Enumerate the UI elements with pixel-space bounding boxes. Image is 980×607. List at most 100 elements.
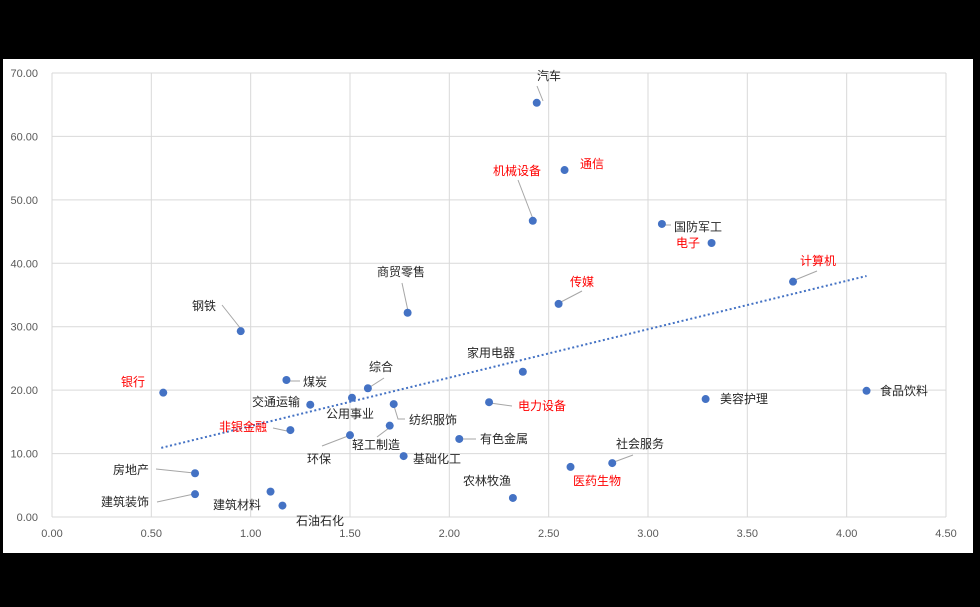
- y-tick-label: 0.00: [17, 512, 38, 524]
- data-point: [554, 299, 563, 308]
- data-point: [191, 490, 200, 499]
- x-tick-label: 0.00: [41, 528, 62, 540]
- data-label: 非银金融: [219, 419, 267, 434]
- data-point: [707, 238, 716, 247]
- x-tick-label: 3.00: [637, 528, 658, 540]
- data-label: 基础化工: [413, 452, 461, 466]
- data-label: 公用事业: [326, 407, 374, 421]
- leader-line: [401, 282, 409, 312]
- data-label: 煤炭: [303, 375, 327, 389]
- x-axis-ticks: 0.00 0.50 1.00 1.50 2.00 2.50 3.00 3.50 4.00 4.50: [41, 528, 956, 540]
- x-tick-label: 2.50: [538, 528, 559, 540]
- data-label: 钢铁: [192, 299, 216, 313]
- data-point: [286, 426, 295, 435]
- data-point: [508, 493, 517, 502]
- data-point: [266, 487, 275, 496]
- data-label: 环保: [307, 452, 331, 466]
- data-point: [657, 219, 666, 228]
- data-label: 美容护理: [720, 391, 768, 406]
- data-point: [385, 421, 394, 430]
- leader-lines: [155, 85, 818, 503]
- leader-line: [155, 468, 195, 474]
- data-point: [159, 388, 168, 397]
- leader-line: [613, 454, 634, 463]
- data-label: 纺织服饰: [409, 413, 457, 427]
- data-label: 医药生物: [573, 474, 621, 488]
- data-point: [346, 431, 354, 440]
- data-label: 国防军工: [674, 219, 722, 234]
- linear-trendline: [161, 274, 867, 449]
- data-point: [306, 400, 315, 409]
- leader-line: [272, 427, 288, 432]
- y-tick-label: 60.00: [10, 131, 38, 143]
- data-label: 综合: [369, 359, 393, 374]
- data-point: [278, 501, 287, 510]
- data-label: 食品饮料: [880, 383, 928, 398]
- y-tick-label: 10.00: [10, 449, 38, 461]
- x-tick-label: 0.50: [141, 528, 162, 540]
- data-point: [363, 384, 372, 393]
- x-tick-label: 4.00: [836, 528, 857, 540]
- data-point: [236, 327, 245, 336]
- x-tick-label: 3.50: [737, 528, 758, 540]
- data-point: [789, 277, 798, 286]
- data-point: [532, 98, 541, 107]
- x-tick-label: 2.00: [439, 528, 460, 540]
- data-label: 轻工制造: [352, 438, 400, 452]
- x-tick-label: 1.50: [339, 528, 360, 540]
- y-tick-label: 70.00: [10, 68, 38, 80]
- data-label: 银行: [121, 375, 145, 389]
- data-label: 商贸零售: [377, 264, 425, 279]
- data-point: [528, 216, 537, 225]
- data-label: 有色金属: [480, 431, 528, 446]
- data-label: 通信: [580, 157, 604, 171]
- data-point: [518, 367, 527, 376]
- data-point: [389, 400, 398, 409]
- leader-line: [393, 405, 405, 420]
- data-point: [191, 469, 200, 478]
- leader-line: [156, 493, 195, 503]
- data-point: [282, 375, 291, 384]
- leader-line: [376, 427, 390, 438]
- leader-line: [321, 435, 349, 447]
- data-label: 建筑材料: [213, 497, 261, 512]
- y-tick-label: 50.00: [10, 195, 38, 207]
- data-point: [485, 398, 494, 407]
- data-label: 机械设备: [493, 163, 541, 178]
- x-tick-label: 1.00: [240, 528, 261, 540]
- data-label: 建筑装饰: [101, 494, 149, 509]
- leader-line: [794, 270, 818, 281]
- data-points: [159, 98, 871, 510]
- data-label: 汽车: [537, 68, 561, 83]
- data-label: 家用电器: [467, 345, 515, 360]
- data-label: 电子: [676, 236, 700, 250]
- data-label: 传媒: [570, 274, 594, 289]
- data-point: [403, 308, 412, 317]
- data-label: 交通运输: [252, 394, 300, 409]
- y-axis-ticks: 0.00 10.00 20.00 30.00 40.00 50.00 60.00 70.00: [10, 68, 38, 524]
- leader-line: [536, 85, 544, 102]
- data-point: [399, 452, 408, 461]
- chart-panel: [3, 59, 973, 553]
- data-point: [608, 459, 617, 468]
- leader-line: [558, 290, 583, 304]
- data-label: 社会服务: [616, 436, 664, 451]
- y-tick-label: 20.00: [10, 385, 38, 397]
- y-tick-label: 30.00: [10, 322, 38, 334]
- data-point: [701, 395, 710, 404]
- leader-line: [221, 304, 242, 330]
- data-point: [862, 386, 871, 395]
- data-label: 石油石化: [296, 514, 344, 528]
- leader-line: [369, 377, 385, 388]
- gridlines: [51, 72, 947, 518]
- leader-line: [517, 179, 534, 220]
- data-point: [347, 393, 356, 402]
- trendline: [161, 274, 867, 449]
- data-label: 计算机: [800, 253, 836, 268]
- data-point: [566, 462, 575, 471]
- data-point: [560, 166, 569, 175]
- y-tick-label: 40.00: [10, 258, 38, 270]
- data-label: 农林牧渔: [463, 474, 511, 488]
